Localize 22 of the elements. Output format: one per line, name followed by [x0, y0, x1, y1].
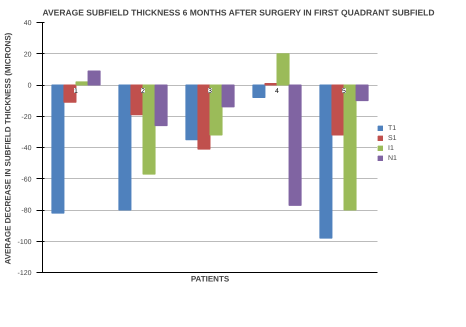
y-axis-title: AVERAGE DECREASE IN SUBFIELD THICKNESS (MICRONS)	[3, 32, 12, 265]
bar	[222, 84, 235, 108]
bar	[197, 84, 210, 150]
bar	[63, 84, 76, 103]
bar	[118, 84, 132, 210]
bar	[51, 84, 64, 214]
bar	[288, 84, 302, 206]
bar	[210, 84, 223, 136]
x-axis-title: PATIENTS	[190, 274, 230, 284]
chart-title: AVERAGE SUBFIELD THICKNESS 6 MONTHS AFTER SURGERY IN FIRST QUADRANT SUBFIELD	[42, 8, 434, 18]
bar	[76, 81, 89, 86]
bar	[276, 53, 290, 86]
bar	[88, 70, 101, 86]
bar	[130, 84, 144, 116]
bar	[154, 84, 168, 126]
bar	[356, 84, 369, 102]
bar	[319, 84, 332, 239]
bar	[185, 84, 198, 140]
bar	[142, 84, 156, 175]
bar	[331, 84, 344, 136]
bar	[344, 84, 357, 210]
bar	[252, 84, 266, 98]
